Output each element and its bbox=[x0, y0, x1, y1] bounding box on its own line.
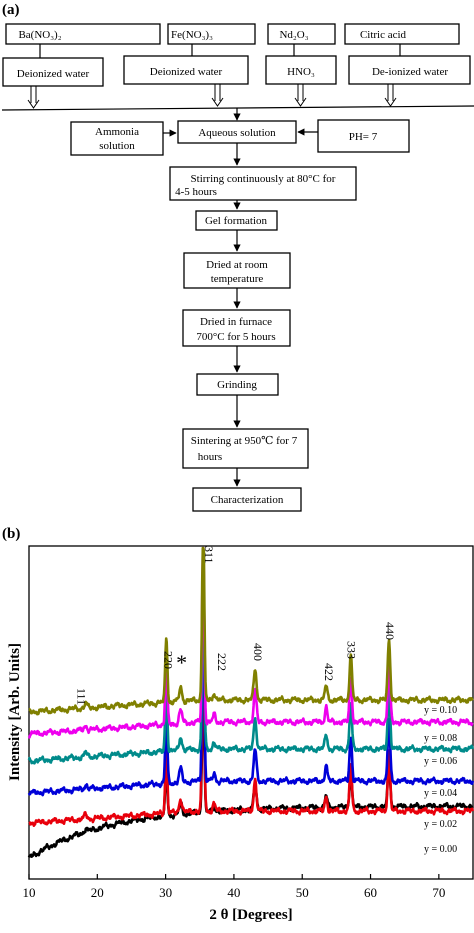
series-label-5: y = 0.10 bbox=[424, 705, 457, 716]
peak-label-3: 311 bbox=[202, 546, 216, 564]
box-dried-text-1: Dried at room bbox=[206, 259, 268, 271]
x-tick-label-3: 40 bbox=[227, 885, 240, 900]
box-char-text: Characterization bbox=[211, 494, 284, 506]
xrd-series bbox=[27, 546, 474, 858]
plot-frame bbox=[28, 545, 474, 880]
y-axis-label: Intensity [Arb. Units] bbox=[7, 643, 23, 781]
box-bano3 bbox=[5, 23, 161, 45]
box-stir-text-2: 4-5 hours bbox=[175, 186, 217, 198]
peak-label-8: 440 bbox=[383, 622, 397, 640]
box-furnace-text-1: Dried in furnace bbox=[200, 316, 272, 328]
box-dw1-text: Deionized water bbox=[17, 68, 90, 80]
series-line-5 bbox=[28, 546, 474, 716]
box-sinter-text-1: Sintering at 950℃ for 7 bbox=[191, 435, 298, 447]
box-ammonia-text-1: Ammonia bbox=[95, 126, 139, 138]
x-tick-label-4: 50 bbox=[296, 885, 309, 900]
series-line-3 bbox=[27, 567, 474, 765]
box-stir-text-1: Stirring continuously at 80°C for bbox=[191, 173, 336, 185]
box-nd2o3-text: Nd₂O₃ bbox=[279, 29, 308, 41]
box-deionized-water-3 bbox=[348, 55, 471, 85]
series-label-1: y = 0.02 bbox=[424, 819, 457, 830]
series-line-0 bbox=[27, 681, 474, 858]
box-hno3 bbox=[265, 55, 337, 85]
box-ph bbox=[317, 119, 410, 153]
box-grinding-text: Grinding bbox=[217, 379, 257, 391]
peak-label-4: 222 bbox=[215, 653, 229, 671]
box-bano3-text: Ba(NO₃)₂ bbox=[18, 29, 61, 41]
flowchart: (a) Ba(NO₃)₂ Fe(NO₃)₃ Nd₂O₃ Citric acid … bbox=[1, 2, 474, 512]
x-tick-label-1: 20 bbox=[91, 885, 104, 900]
box-furnace-text-2: 700°C for 5 hours bbox=[196, 331, 275, 343]
box-nd2o3 bbox=[267, 23, 336, 45]
peak-label-5: 400 bbox=[251, 643, 265, 661]
box-dw3-text: De-ionized water bbox=[372, 66, 448, 78]
box-sintering bbox=[182, 428, 309, 469]
box-aqueous-text: Aqueous solution bbox=[198, 127, 276, 139]
series-label-4: y = 0.08 bbox=[424, 733, 457, 744]
x-axis-label: 2 θ [Degrees] bbox=[209, 907, 292, 923]
box-dried-text-2: temperature bbox=[211, 273, 264, 285]
peak-label-2: * bbox=[176, 650, 187, 675]
box-dried-room bbox=[183, 252, 291, 289]
peak-label-0: 111 bbox=[75, 688, 89, 705]
peak-label-6: 422 bbox=[322, 663, 336, 681]
box-sinter-text-2: hours bbox=[198, 451, 222, 463]
x-tick-label-0: 10 bbox=[23, 885, 36, 900]
series-label-0: y = 0.00 bbox=[424, 844, 457, 855]
double-arrows bbox=[27, 84, 397, 109]
box-stirring bbox=[169, 166, 357, 201]
box-gel-text: Gel formation bbox=[205, 215, 268, 227]
panel-a-label: (a) bbox=[2, 2, 20, 18]
x-tick-label-6: 70 bbox=[432, 885, 445, 900]
box-deionized-water-2 bbox=[123, 55, 249, 85]
box-ammonia bbox=[70, 121, 164, 156]
series-line-4 bbox=[27, 546, 474, 739]
series-line-2 bbox=[27, 603, 474, 797]
box-ph-text: PH= 7 bbox=[349, 131, 378, 143]
panel-b-label: (b) bbox=[2, 526, 20, 542]
x-tick-label-2: 30 bbox=[159, 885, 172, 900]
box-dw2-text: Deionized water bbox=[150, 66, 223, 78]
series-labels: y = 0.00 y = 0.02 y = 0.04 y = 0.06 y = 0.08… bbox=[424, 705, 457, 855]
series-label-3: y = 0.06 bbox=[424, 756, 457, 767]
x-axis: 10 20 30 40 50 60 70 bbox=[23, 874, 445, 900]
box-feno3 bbox=[167, 23, 256, 45]
peak-label-1: 220 bbox=[161, 651, 175, 669]
series-line-1 bbox=[28, 628, 474, 827]
x-tick-label-5: 60 bbox=[364, 885, 377, 900]
box-hno3-text: HNO₃ bbox=[287, 66, 315, 78]
box-ammonia-text-2: solution bbox=[99, 140, 135, 152]
box-citric-text: Citric acid bbox=[360, 29, 407, 41]
box-dried-furnace bbox=[182, 309, 291, 347]
peak-label-7: 333 bbox=[345, 641, 359, 659]
box-feno3-text: Fe(NO₃)₃ bbox=[171, 29, 213, 41]
peak-labels: 111 220 * 311 222 400 422 333 440 bbox=[75, 546, 397, 705]
box-citric bbox=[344, 23, 460, 45]
series-label-2: y = 0.04 bbox=[424, 788, 457, 799]
box-deionized-water-1 bbox=[2, 57, 104, 87]
box-characterization bbox=[192, 487, 302, 512]
